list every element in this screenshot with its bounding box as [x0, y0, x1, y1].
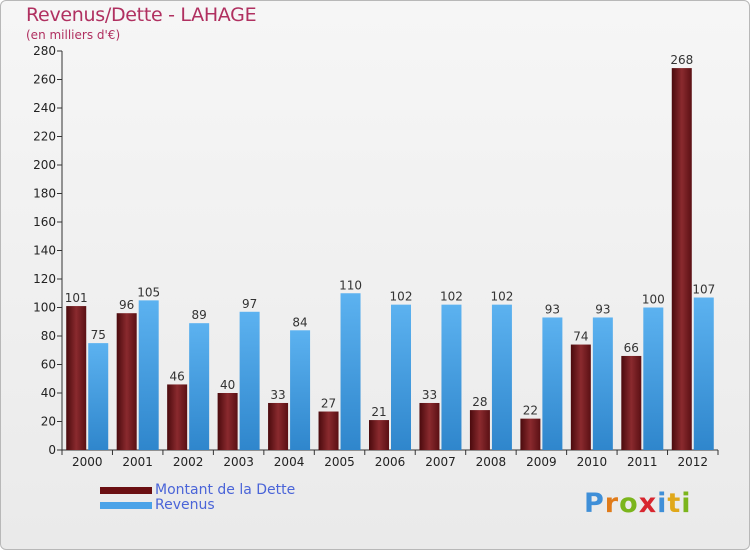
- legend-swatch-revenus: [100, 502, 152, 509]
- y-tick-label: 260: [33, 73, 56, 87]
- data-label-revenus: 84: [292, 315, 307, 329]
- bar-debt: [621, 355, 642, 450]
- y-tick-label: 40: [41, 386, 56, 400]
- data-label-revenus: 89: [192, 308, 207, 322]
- legend-label-revenus: Revenus: [155, 497, 215, 513]
- bar-revenus: [340, 293, 361, 450]
- bar-debt: [217, 393, 238, 450]
- data-label-debt: 22: [523, 404, 538, 418]
- data-label-revenus: 102: [440, 290, 463, 304]
- bar-revenus: [189, 323, 210, 450]
- bar-revenus: [88, 343, 109, 450]
- logo-letter: P: [584, 488, 605, 519]
- chart-subtitle: (en milliers d'€): [26, 28, 121, 42]
- y-tick-label: 80: [41, 329, 56, 343]
- data-label-debt: 33: [270, 388, 285, 402]
- data-label-revenus: 102: [390, 290, 413, 304]
- data-label-debt: 74: [573, 330, 588, 344]
- data-label-debt: 101: [65, 291, 88, 305]
- logo-letter: o: [619, 488, 639, 519]
- bar-revenus: [592, 317, 613, 450]
- bar-revenus: [542, 317, 563, 450]
- logo-letter: x: [638, 488, 658, 519]
- y-tick-label: 140: [33, 244, 56, 258]
- bar-revenus: [138, 300, 159, 450]
- data-label-debt: 66: [624, 341, 639, 355]
- x-tick-label: 2002: [173, 455, 204, 469]
- bar-debt: [520, 418, 541, 450]
- data-label-revenus: 102: [490, 290, 513, 304]
- logo-letter: i: [657, 488, 668, 519]
- y-tick-label: 200: [33, 158, 56, 172]
- x-tick-label: 2003: [223, 455, 254, 469]
- bar-debt: [167, 384, 188, 450]
- x-tick-label: 2012: [677, 455, 708, 469]
- chart-title: Revenus/Dette - LAHAGE: [26, 4, 257, 26]
- y-tick-label: 100: [33, 301, 56, 315]
- data-label-debt: 28: [472, 395, 487, 409]
- y-tick-label: 60: [41, 358, 56, 372]
- data-label-revenus: 93: [595, 302, 610, 316]
- bar-debt: [570, 344, 591, 450]
- data-label-revenus: 97: [242, 297, 257, 311]
- y-tick-label: 20: [41, 415, 56, 429]
- y-tick-label: 240: [33, 101, 56, 115]
- bar-revenus: [693, 297, 714, 450]
- bar-revenus: [391, 304, 411, 450]
- x-tick-label: 2007: [425, 455, 456, 469]
- y-tick-label: 220: [33, 130, 56, 144]
- y-tick-label: 280: [33, 44, 56, 58]
- bar-debt: [116, 313, 137, 450]
- x-tick-label: 2011: [627, 455, 658, 469]
- data-label-revenus: 105: [137, 285, 160, 299]
- bar-revenus: [239, 311, 260, 450]
- y-tick-label: 0: [48, 443, 56, 457]
- y-tick-label: 160: [33, 215, 56, 229]
- data-label-debt: 40: [220, 378, 235, 392]
- bar-debt: [671, 68, 692, 450]
- bar-debt: [469, 410, 490, 450]
- data-label-revenus: 100: [642, 293, 665, 307]
- data-label-revenus: 93: [545, 302, 560, 316]
- x-tick-label: 2004: [274, 455, 305, 469]
- y-tick-label: 120: [33, 272, 56, 286]
- axes: 0 20 40 60 80 100 120 140 160 180 200 220 240 260 280 2…: [33, 44, 719, 469]
- bars: [66, 68, 714, 450]
- bar-debt: [419, 402, 440, 450]
- bar-debt: [268, 402, 289, 450]
- logo-letter: r: [604, 488, 620, 519]
- bar-revenus: [441, 304, 462, 450]
- legend-label-debt: Montant de la Dette: [155, 482, 296, 498]
- bar-debt: [369, 420, 389, 450]
- bar-revenus: [643, 307, 664, 450]
- logo-letter: t: [667, 488, 682, 519]
- y-tick-label: 180: [33, 187, 56, 201]
- bar-revenus: [491, 304, 512, 450]
- data-label-debt: 96: [119, 298, 134, 312]
- x-tick-label: 2000: [72, 455, 103, 469]
- x-tick-label: 2008: [476, 455, 507, 469]
- proxiti-logo: Proxiti: [584, 488, 692, 519]
- x-tick-label: 2005: [324, 455, 355, 469]
- data-label-revenus: 75: [91, 328, 106, 342]
- data-label-revenus: 110: [339, 278, 362, 292]
- data-label-debt: 21: [371, 405, 386, 419]
- data-label-debt: 268: [670, 53, 693, 67]
- legend-swatch-debt: [100, 487, 152, 494]
- x-tick-label: 2010: [577, 455, 608, 469]
- bar-debt: [66, 306, 87, 450]
- bar-revenus: [290, 330, 311, 450]
- data-label-debt: 46: [170, 369, 185, 383]
- data-label-debt: 27: [321, 397, 336, 411]
- x-tick-label: 2001: [122, 455, 153, 469]
- data-label-debt: 33: [422, 388, 437, 402]
- x-tick-label: 2009: [526, 455, 557, 469]
- bar-debt: [318, 411, 339, 450]
- logo-letter: i: [681, 488, 692, 519]
- data-label-revenus: 107: [692, 283, 715, 297]
- x-tick-label: 2006: [375, 455, 406, 469]
